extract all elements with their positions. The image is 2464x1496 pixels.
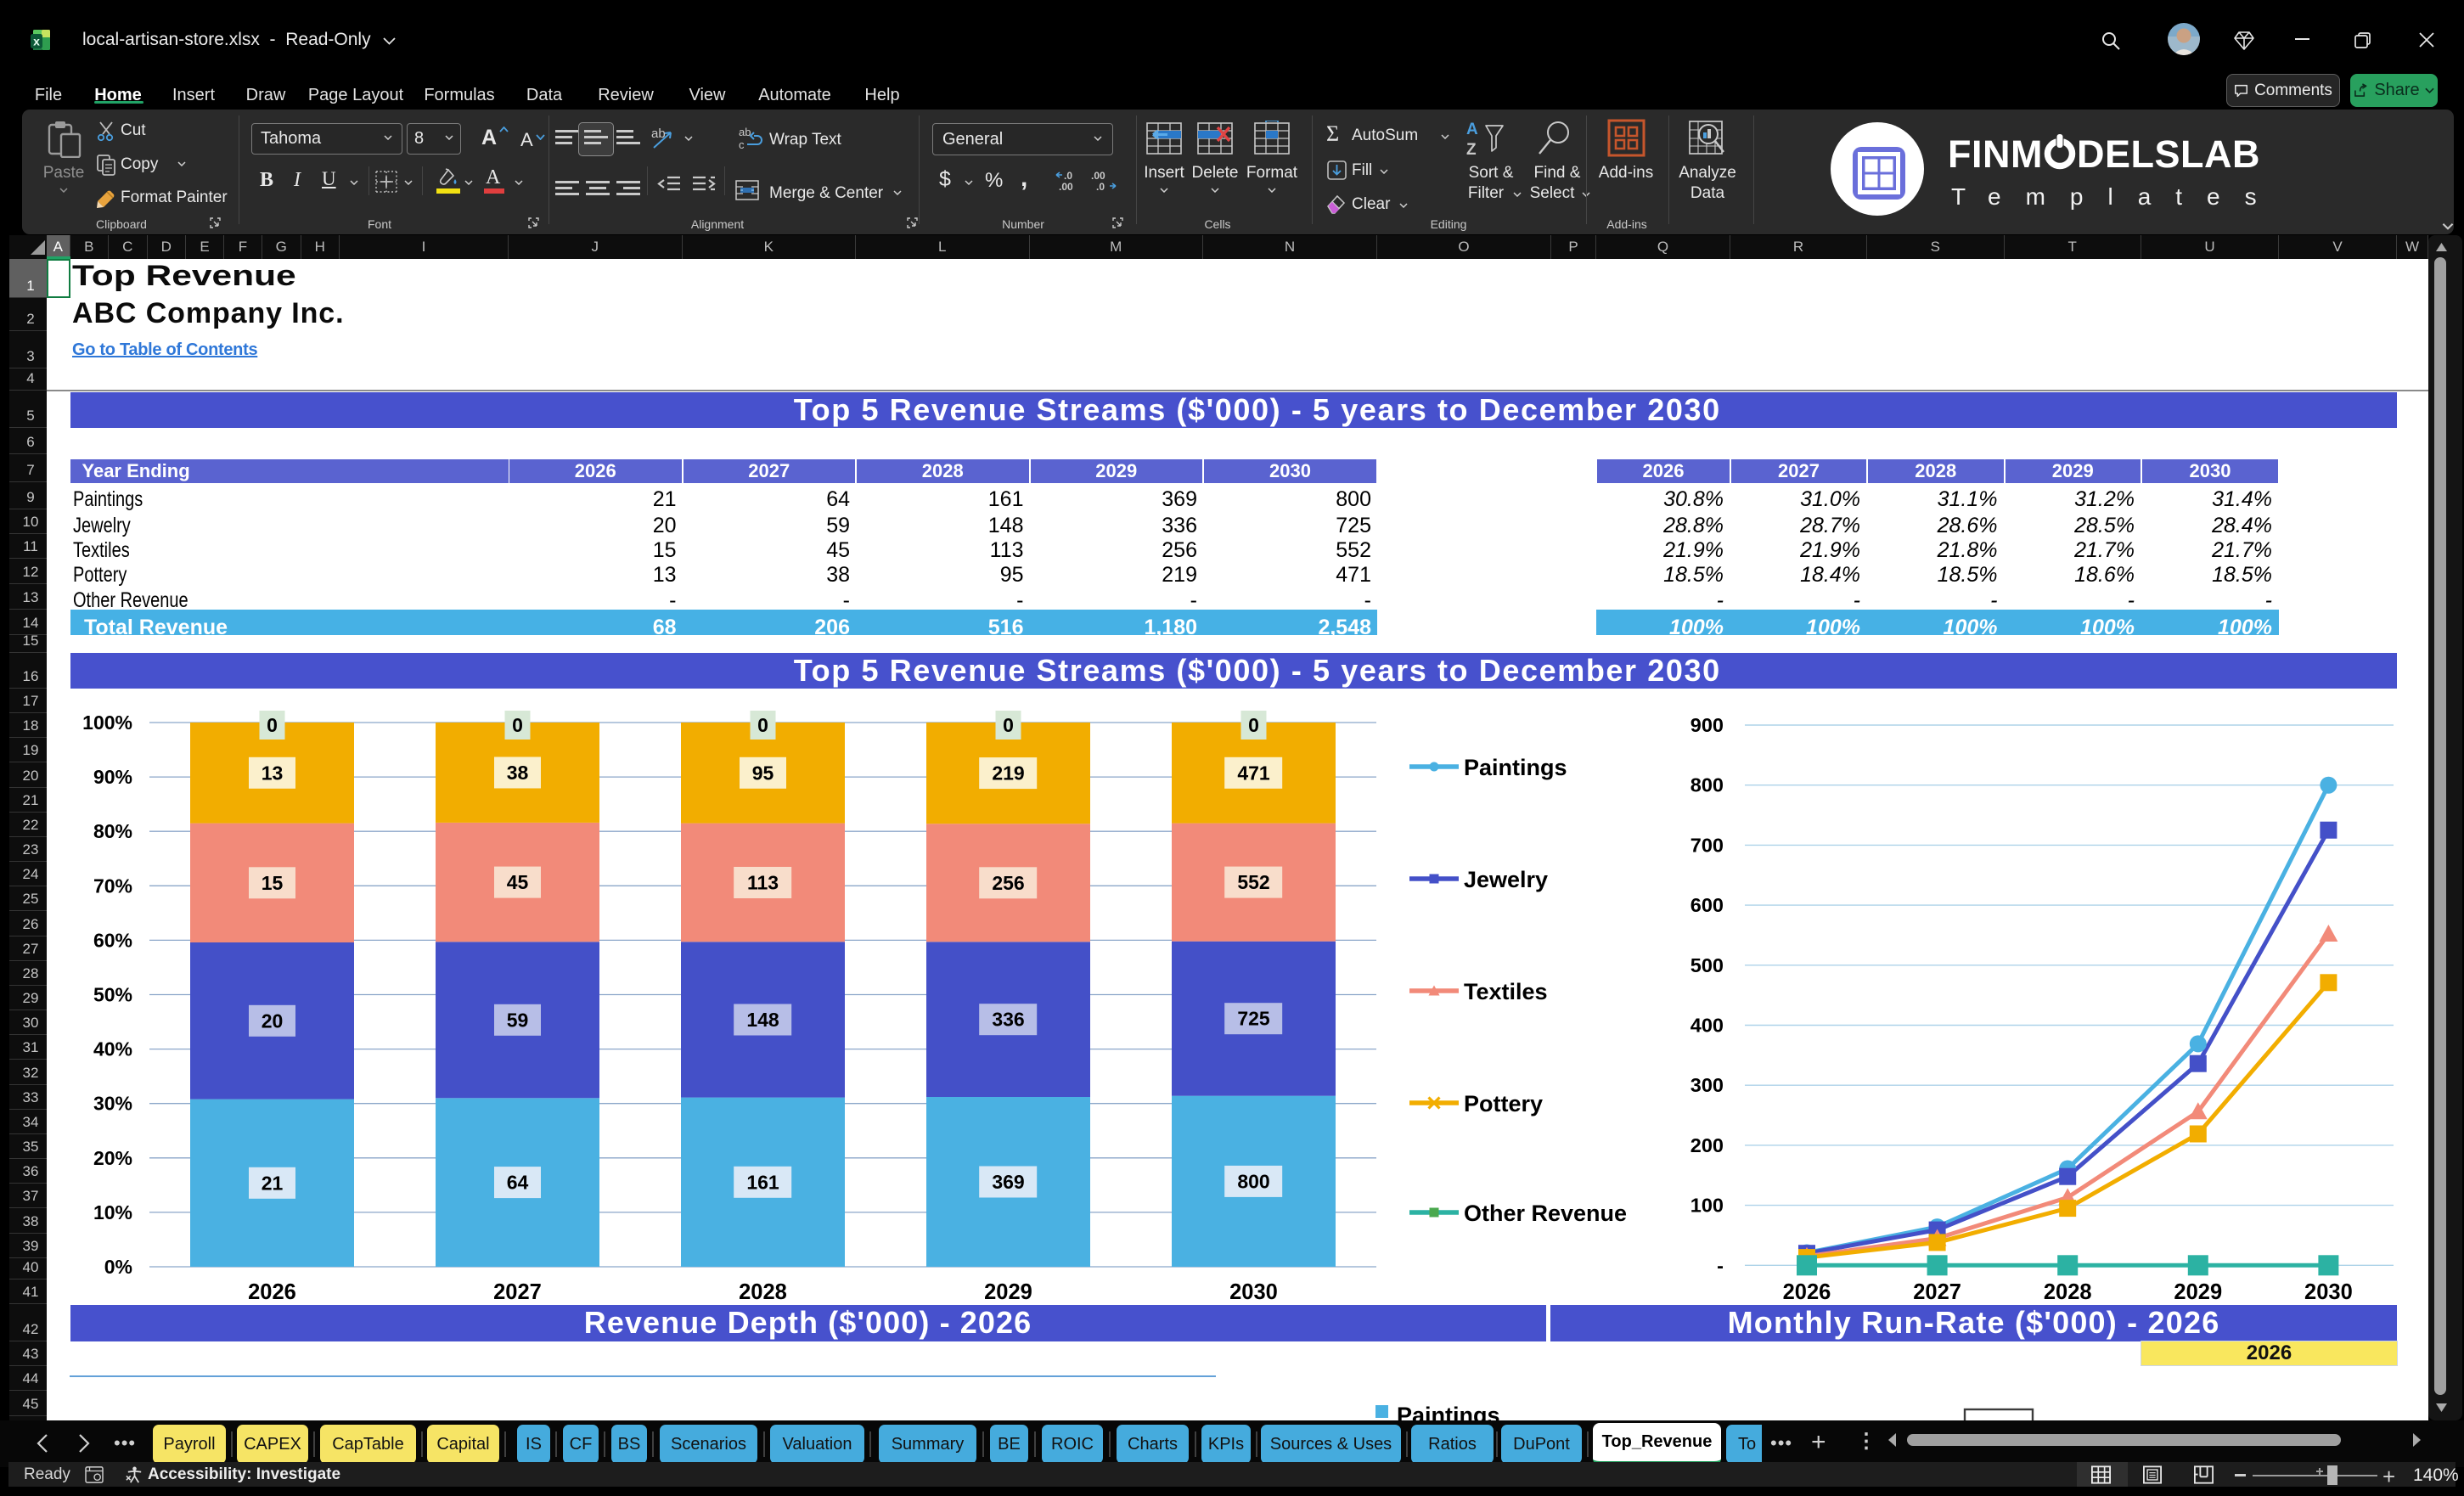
svg-text:2026: 2026 xyxy=(248,1280,296,1304)
svg-text:Jewelry: Jewelry xyxy=(1464,867,1548,892)
svg-text:0: 0 xyxy=(512,714,523,736)
svg-text:0: 0 xyxy=(267,714,278,736)
svg-text:13: 13 xyxy=(262,762,284,784)
svg-text:15: 15 xyxy=(262,872,284,894)
svg-text:ab: ab xyxy=(739,126,751,138)
svg-text:Textiles: Textiles xyxy=(1464,979,1548,1004)
svg-text:.0: .0 xyxy=(1064,170,1072,182)
svg-text:161: 161 xyxy=(746,1171,779,1193)
svg-text:30%: 30% xyxy=(93,1093,132,1115)
svg-text:725: 725 xyxy=(1237,1008,1270,1030)
svg-text:2030: 2030 xyxy=(2304,1280,2353,1304)
svg-text:552: 552 xyxy=(1237,871,1269,893)
svg-text:2028: 2028 xyxy=(2044,1280,2092,1304)
svg-text:x: x xyxy=(33,35,40,48)
svg-text:-: - xyxy=(1717,1254,1724,1276)
svg-text:80%: 80% xyxy=(93,820,132,842)
svg-text:21: 21 xyxy=(262,1172,284,1194)
svg-text:70%: 70% xyxy=(93,875,132,897)
svg-text:40%: 40% xyxy=(93,1038,132,1060)
svg-text:800: 800 xyxy=(1237,1170,1269,1192)
svg-text:ab: ab xyxy=(651,127,666,141)
svg-text:300: 300 xyxy=(1690,1074,1724,1096)
svg-text:Z: Z xyxy=(1466,141,1477,159)
svg-text:900: 900 xyxy=(1690,714,1724,736)
svg-text:336: 336 xyxy=(992,1009,1024,1031)
svg-text:2028: 2028 xyxy=(739,1280,787,1304)
svg-text:471: 471 xyxy=(1237,762,1270,784)
svg-text:0: 0 xyxy=(1248,714,1259,736)
svg-text:400: 400 xyxy=(1690,1015,1724,1037)
svg-text:c: c xyxy=(739,138,745,151)
svg-text:0%: 0% xyxy=(104,1256,132,1278)
svg-text:0: 0 xyxy=(1003,714,1014,736)
svg-text:2027: 2027 xyxy=(1913,1280,1961,1304)
svg-text:64: 64 xyxy=(507,1172,529,1194)
svg-text:50%: 50% xyxy=(93,984,132,1006)
svg-text:2026: 2026 xyxy=(1783,1280,1831,1304)
svg-text:38: 38 xyxy=(507,762,529,784)
svg-text:148: 148 xyxy=(746,1009,779,1031)
svg-text:2029: 2029 xyxy=(2174,1280,2222,1304)
svg-text:45: 45 xyxy=(507,871,529,893)
svg-text:20%: 20% xyxy=(93,1147,132,1169)
svg-text:Pottery: Pottery xyxy=(1464,1091,1543,1116)
svg-text:100%: 100% xyxy=(82,711,132,734)
svg-text:0: 0 xyxy=(757,714,768,736)
svg-text:200: 200 xyxy=(1690,1134,1724,1156)
svg-text:2027: 2027 xyxy=(493,1280,542,1304)
svg-text:100: 100 xyxy=(1690,1195,1724,1217)
svg-text:113: 113 xyxy=(747,872,779,894)
svg-text:60%: 60% xyxy=(93,929,132,951)
svg-text:Other Revenue: Other Revenue xyxy=(1464,1201,1627,1226)
svg-text:.00: .00 xyxy=(1059,181,1073,192)
svg-text:Paintings: Paintings xyxy=(1397,1403,1500,1420)
svg-text:2029: 2029 xyxy=(984,1280,1032,1304)
svg-text:256: 256 xyxy=(992,872,1024,894)
svg-text:500: 500 xyxy=(1690,954,1724,976)
svg-text:59: 59 xyxy=(507,1009,529,1031)
svg-text:.00: .00 xyxy=(1091,170,1105,182)
svg-text:90%: 90% xyxy=(93,766,132,788)
svg-text:Paintings: Paintings xyxy=(1464,755,1567,780)
svg-text:700: 700 xyxy=(1690,834,1724,856)
svg-text:800: 800 xyxy=(1690,774,1724,796)
svg-text:10%: 10% xyxy=(93,1201,132,1223)
svg-text:.0: .0 xyxy=(1096,181,1105,192)
svg-text:95: 95 xyxy=(752,762,774,784)
svg-text:2030: 2030 xyxy=(1229,1280,1278,1304)
svg-text:A: A xyxy=(1466,121,1478,138)
svg-text:369: 369 xyxy=(992,1171,1024,1193)
svg-text:20: 20 xyxy=(262,1010,284,1032)
svg-text:600: 600 xyxy=(1690,894,1724,916)
svg-text:219: 219 xyxy=(992,762,1024,785)
